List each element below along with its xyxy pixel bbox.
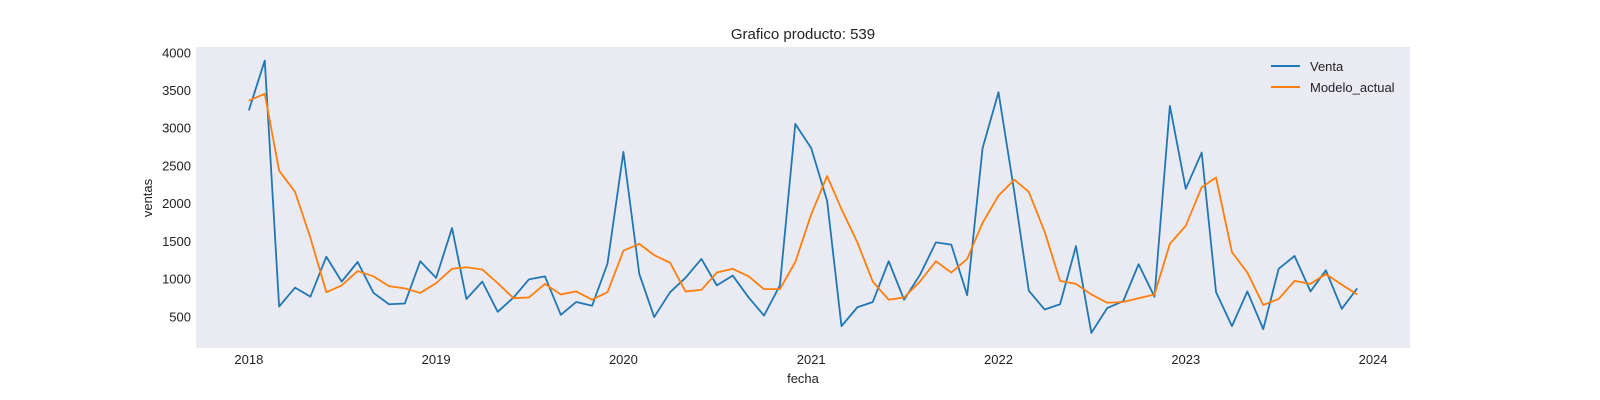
x-tick-label: 2018 bbox=[234, 352, 263, 367]
y-tick-label: 500 bbox=[169, 309, 191, 324]
y-tick-label: 2500 bbox=[162, 158, 191, 173]
x-tick-label: 2021 bbox=[797, 352, 826, 367]
chart-title: Grafico producto: 539 bbox=[731, 26, 875, 43]
legend: Venta Modelo_actual bbox=[1271, 59, 1395, 95]
y-axis-label: ventas bbox=[140, 178, 155, 217]
x-tick-label: 2022 bbox=[984, 352, 1013, 367]
y-tick-label: 1500 bbox=[162, 234, 191, 249]
series-lines bbox=[247, 59, 1358, 334]
y-tick-label: 3000 bbox=[162, 121, 191, 136]
x-axis: 2018 2019 2020 2021 2022 2023 2024 bbox=[234, 352, 1387, 367]
x-tick-label: 2024 bbox=[1359, 352, 1388, 367]
x-axis-label: fecha bbox=[787, 371, 820, 386]
series-line-modelo-actual bbox=[248, 92, 1358, 306]
x-tick-label: 2020 bbox=[609, 352, 638, 367]
x-tick-label: 2023 bbox=[1171, 352, 1200, 367]
y-tick-label: 1000 bbox=[162, 272, 191, 287]
plot-area bbox=[196, 47, 1410, 348]
legend-label: Modelo_actual bbox=[1310, 80, 1395, 95]
y-tick-label: 3500 bbox=[162, 83, 191, 98]
x-tick-label: 2019 bbox=[422, 352, 451, 367]
series-line-venta bbox=[247, 59, 1358, 334]
y-axis: 500 1000 1500 2000 2500 3000 3500 4000 bbox=[162, 45, 191, 324]
y-tick-label: 2000 bbox=[162, 196, 191, 211]
legend-label: Venta bbox=[1310, 59, 1344, 74]
y-tick-label: 4000 bbox=[162, 45, 191, 60]
